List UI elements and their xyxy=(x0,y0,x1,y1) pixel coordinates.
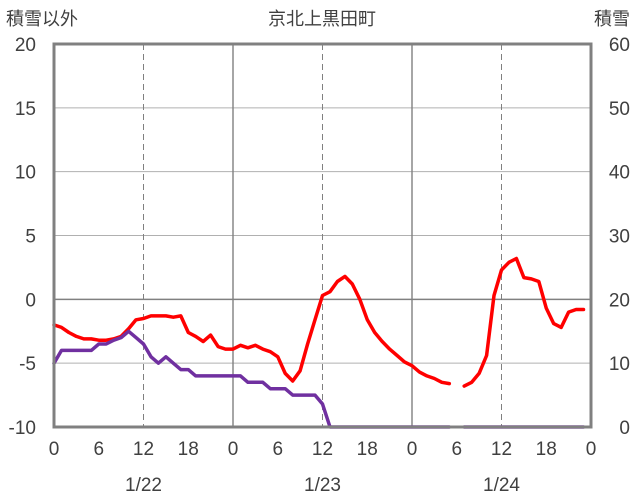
chart-title: 京北上黒田町 xyxy=(268,9,376,30)
left-tick-label: 10 xyxy=(15,163,36,184)
right-tick-label: 20 xyxy=(609,290,630,311)
left-tick-label: -10 xyxy=(9,418,36,439)
series-line-red xyxy=(52,274,452,386)
right-axis-label: 積雪 xyxy=(594,9,630,30)
left-tick-label: 0 xyxy=(25,290,36,311)
x-tick-label: 6 xyxy=(93,439,104,460)
x-tick-label: 0 xyxy=(49,439,60,460)
date-label: 1/22 xyxy=(125,475,162,496)
right-tick-label: 50 xyxy=(609,99,630,120)
date-label: 1/24 xyxy=(483,475,520,496)
x-tick-label: 12 xyxy=(133,439,154,460)
x-tick-label: 6 xyxy=(272,439,283,460)
left-axis-label: 積雪以外 xyxy=(6,9,78,30)
series-line-red xyxy=(462,256,586,388)
x-tick-label: 18 xyxy=(178,439,199,460)
right-tick-label: 60 xyxy=(609,35,630,56)
right-tick-label: 40 xyxy=(609,163,630,184)
right-tick-label: 30 xyxy=(609,227,630,248)
x-tick-label: 0 xyxy=(407,439,418,460)
series-layer xyxy=(52,256,586,429)
left-tick-label: 5 xyxy=(25,227,36,248)
left-tick-label: 15 xyxy=(15,99,36,120)
right-tick-label: 0 xyxy=(619,418,630,439)
x-tick-label: 12 xyxy=(312,439,333,460)
x-tick-label: 18 xyxy=(536,439,557,460)
x-tick-label: 6 xyxy=(451,439,462,460)
date-label: 1/23 xyxy=(304,475,341,496)
x-tick-label: 0 xyxy=(228,439,239,460)
x-tick-label: 0 xyxy=(586,439,597,460)
x-tick-label: 12 xyxy=(491,439,512,460)
x-tick-label: 18 xyxy=(357,439,378,460)
left-tick-label: -5 xyxy=(19,354,36,375)
left-tick-label: 20 xyxy=(15,35,36,56)
right-tick-label: 10 xyxy=(609,354,630,375)
axes xyxy=(52,42,593,429)
grid xyxy=(54,44,591,427)
plot-frame xyxy=(52,42,593,429)
